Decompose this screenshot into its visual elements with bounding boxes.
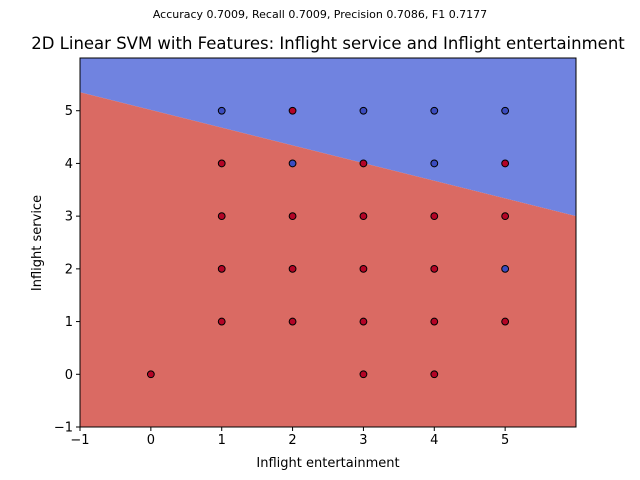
data-point — [430, 106, 439, 115]
data-point — [288, 264, 297, 273]
x-tick-label: 5 — [501, 433, 509, 448]
data-point — [430, 264, 439, 273]
data-point — [430, 317, 439, 326]
data-point — [359, 106, 368, 115]
data-point — [359, 264, 368, 273]
x-tick-label: 4 — [430, 433, 438, 448]
data-point — [430, 212, 439, 221]
x-tick-label: −1 — [70, 433, 89, 448]
data-point — [288, 317, 297, 326]
metrics-suptitle: Accuracy 0.7009, Recall 0.7009, Precisio… — [153, 8, 487, 21]
y-tick-label: −1 — [54, 421, 73, 436]
data-point — [217, 106, 226, 115]
x-tick-label: 2 — [288, 433, 296, 448]
data-point — [430, 159, 439, 168]
x-tick-label: 0 — [147, 433, 155, 448]
y-tick-label: 0 — [65, 368, 73, 383]
class-1-region — [80, 58, 576, 217]
data-point — [217, 264, 226, 273]
y-tick-label: 4 — [65, 157, 73, 172]
data-point — [359, 212, 368, 221]
data-point — [359, 159, 368, 168]
data-point — [288, 159, 297, 168]
plot-area — [79, 57, 577, 428]
axes-frame — [79, 57, 577, 428]
y-tick-label: 3 — [65, 210, 73, 225]
data-point — [217, 317, 226, 326]
y-axis-label: Inflight service — [30, 195, 45, 291]
y-tick-label: 1 — [65, 315, 73, 330]
data-points — [146, 106, 510, 379]
y-tick-label: 5 — [65, 104, 73, 119]
data-point — [217, 212, 226, 221]
data-point — [501, 317, 510, 326]
data-point — [501, 159, 510, 168]
data-point — [288, 212, 297, 221]
data-point — [359, 317, 368, 326]
decision-regions — [80, 58, 576, 427]
x-tick-label: 1 — [218, 433, 226, 448]
x-axis-ticks: −1 0 1 2 3 4 5 — [70, 427, 509, 448]
data-point — [501, 106, 510, 115]
y-tick-label: 2 — [65, 262, 73, 277]
data-point — [501, 212, 510, 221]
data-point — [288, 106, 297, 115]
data-point — [501, 264, 510, 273]
class-0-region — [80, 92, 576, 427]
data-point — [430, 370, 439, 379]
data-point — [146, 370, 155, 379]
x-axis-label: Inflight entertainment — [256, 456, 399, 471]
y-axis-ticks: −1 0 1 2 3 4 5 — [54, 104, 80, 436]
data-point — [359, 370, 368, 379]
data-point — [217, 159, 226, 168]
chart-title: 2D Linear SVM with Features: Inflight se… — [31, 34, 625, 53]
x-tick-label: 3 — [359, 433, 367, 448]
